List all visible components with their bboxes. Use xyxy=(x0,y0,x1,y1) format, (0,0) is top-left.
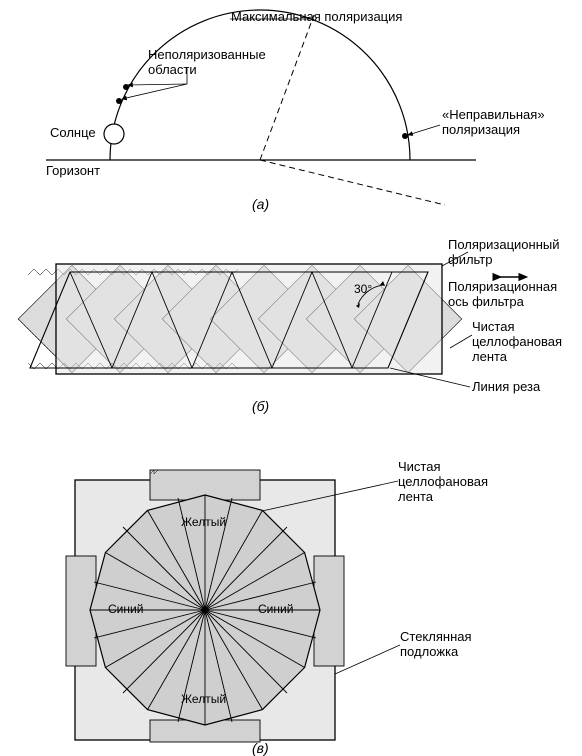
seg-left: Синий xyxy=(108,603,143,617)
caption-b: (б) xyxy=(252,398,269,414)
caption-c: (в) xyxy=(252,740,269,756)
label-filter: Поляризационный фильтр xyxy=(448,238,560,268)
label-sun: Солнце xyxy=(50,126,96,141)
label-unpolarized: Неполяризованные области xyxy=(148,48,266,78)
fig-a xyxy=(46,10,476,205)
label-angle: 30° xyxy=(354,283,372,297)
sun-icon xyxy=(104,124,124,144)
label-cellophane-c: Чистая целлофановая лента xyxy=(398,460,488,505)
caption-a: (а) xyxy=(252,196,269,212)
label-axis: Поляризационная ось фильтра xyxy=(448,280,557,310)
seg-bottom: Желтый xyxy=(181,693,226,707)
seg-right: Синий xyxy=(258,603,293,617)
label-max-polarization: Максимальная поляризация xyxy=(231,10,402,25)
seg-top: Желтый xyxy=(181,516,226,530)
label-horizon: Горизонт xyxy=(46,164,100,179)
label-glass: Стеклянная подложка xyxy=(400,630,472,660)
label-cutline: Линия реза xyxy=(472,380,540,395)
fig-b xyxy=(18,252,524,387)
label-cellophane-b: Чистая целлофановая лента xyxy=(472,320,562,365)
label-wrong-polarization: «Неправильная» поляризация xyxy=(442,108,545,138)
